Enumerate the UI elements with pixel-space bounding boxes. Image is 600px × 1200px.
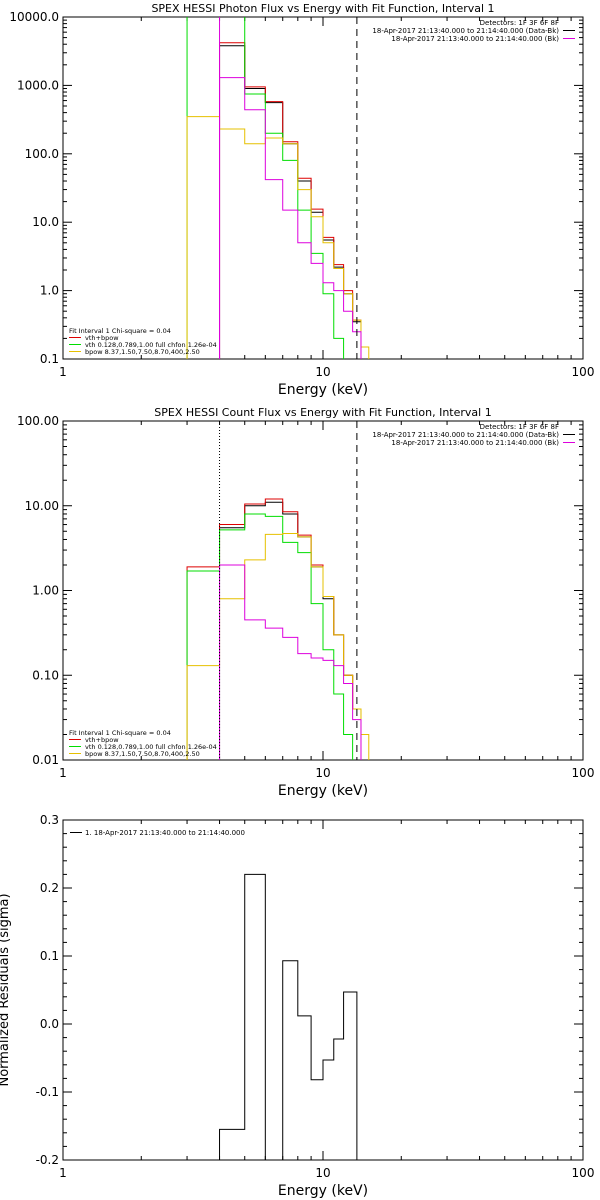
y-tick-label: 100.00: [17, 414, 59, 428]
x-tick-label: 100: [572, 766, 595, 780]
y-tick-label: 0.01: [32, 753, 59, 767]
y-tick-label: 0.1: [40, 949, 59, 963]
legend-entry: 18-Apr-2017 21:13:40.000 to 21:14:40.000…: [372, 431, 559, 439]
legend-entry: vth+bpow: [85, 736, 119, 744]
legend-entry: Fit Interval 1 Chi-square = 0.04: [69, 327, 171, 335]
y-axis-label: Normalized Residuals (sigma): [0, 893, 12, 1086]
x-axis: 1 10 100 Energy (keV): [59, 421, 594, 799]
x-tick-label: 10: [315, 1166, 330, 1180]
series-group: [186, 421, 370, 760]
series-vth: [186, 513, 354, 760]
series-group: [186, 17, 370, 359]
x-axis: 1 10 100 Energy (keV): [59, 820, 594, 1199]
legend-entry: vth 0.128,0.789,1.00 full chfon 1.26e-04: [85, 743, 217, 751]
legend-entry: vth 0.128,0.789,1.00 full chfon 1.26e-04: [85, 341, 217, 349]
legend-entry: bpow 8.37,1.50,7.50,8.70,400,2.50: [85, 348, 200, 356]
chart-title: SPEX HESSI Count Flux vs Energy with Fit…: [154, 406, 491, 419]
legend-entry: 18-Apr-2017 21:13:40.000 to 21:14:40.000…: [391, 35, 559, 43]
y-tick-label: 0.1: [40, 352, 59, 366]
legend-entry: 1. 18-Apr-2017 21:13:40.000 to 21:14:40.…: [85, 829, 245, 837]
y-tick-label: 0.3: [40, 813, 59, 827]
y-axis: -0.2 -0.1 0.0 0.1 0.2 0.3 Normalized Residuals…: [0, 813, 583, 1167]
x-tick-label: 1: [59, 766, 67, 780]
series-vth-bpow: [219, 42, 362, 359]
y-axis: 0.01 0.10 1.00 10.00 100.00: [17, 414, 583, 767]
legend-top: 1. 18-Apr-2017 21:13:40.000 to 21:14:40.…: [70, 829, 245, 837]
chart-panel-3: 1 10 100 Energy (keV) -0.2 -0.1 0.0 0.1 0.2 0.3 No…: [0, 813, 594, 1199]
series-group: [219, 873, 358, 1160]
chart-panel-1: SPEX HESSI Photon Flux vs Energy with Fi…: [9, 2, 595, 398]
x-axis-label: Energy (keV): [278, 382, 368, 398]
x-tick-label: 1: [59, 365, 67, 379]
y-tick-label: 10.00: [25, 499, 59, 513]
legend-entry: 18-Apr-2017 21:13:40.000 to 21:14:40.000…: [372, 27, 559, 35]
y-tick-label: 100.0: [25, 147, 59, 161]
y-tick-label: 1.0: [40, 284, 59, 298]
y-tick-label: 1000.0: [17, 78, 59, 92]
series-bk: [219, 77, 362, 359]
series-bpow: [186, 116, 370, 359]
y-tick-label: 1.00: [32, 584, 59, 598]
series-data-bk: [219, 501, 362, 760]
chart-title: SPEX HESSI Photon Flux vs Energy with Fi…: [151, 2, 494, 15]
y-axis: 0.1 1.0 10.0 100.0 1000.0 10000.0: [9, 10, 583, 366]
series-vth: [186, 17, 345, 359]
y-tick-label: 0.10: [32, 668, 59, 682]
series-bk: [219, 564, 362, 760]
legend-entry: vth+bpow: [85, 334, 119, 342]
legend-entry: bpow 8.37,1.50,7.50,8.70,400,2.50: [85, 750, 200, 758]
x-tick-label: 100: [572, 1166, 595, 1180]
plot-frame: [62, 16, 584, 360]
x-tick-label: 1: [59, 1166, 67, 1180]
x-axis-label: Energy (keV): [278, 1183, 368, 1199]
y-tick-label: 0.2: [40, 881, 59, 895]
x-tick-label: 10: [315, 766, 330, 780]
series-1-18-apr-2017-21-13-40-000-to-21-14-40-000: [219, 873, 358, 1160]
series-vth-bpow: [186, 498, 362, 760]
y-tick-label: -0.1: [36, 1085, 59, 1099]
legend-entry: Detectors: 1F 3F 6F 8F: [480, 423, 559, 431]
legend-bottom: Fit Interval 1 Chi-square = 0.04vth+bpow…: [69, 729, 217, 758]
plot-frame: [62, 819, 584, 1161]
x-tick-label: 10: [315, 365, 330, 379]
y-tick-label: -0.2: [36, 1153, 59, 1167]
y-tick-label: 0.0: [40, 1017, 59, 1031]
legend-entry: Detectors: 1F 3F 6F 8F: [480, 19, 559, 27]
x-axis-label: Energy (keV): [278, 783, 368, 799]
x-tick-label: 100: [572, 365, 595, 379]
legend-entry: 18-Apr-2017 21:13:40.000 to 21:14:40.000…: [391, 439, 559, 447]
y-tick-label: 10.0: [32, 215, 59, 229]
legend-bottom: Fit Interval 1 Chi-square = 0.04vth+bpow…: [69, 327, 217, 356]
y-tick-label: 10000.0: [9, 10, 59, 24]
chart-panel-2: SPEX HESSI Count Flux vs Energy with Fit…: [17, 406, 594, 799]
series-data-bk: [219, 45, 362, 359]
legend-entry: Fit Interval 1 Chi-square = 0.04: [69, 729, 171, 737]
